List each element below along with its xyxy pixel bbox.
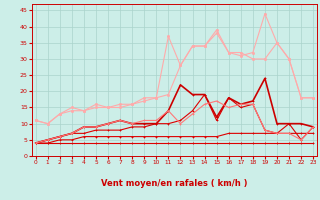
X-axis label: Vent moyen/en rafales ( km/h ): Vent moyen/en rafales ( km/h )	[101, 179, 248, 188]
